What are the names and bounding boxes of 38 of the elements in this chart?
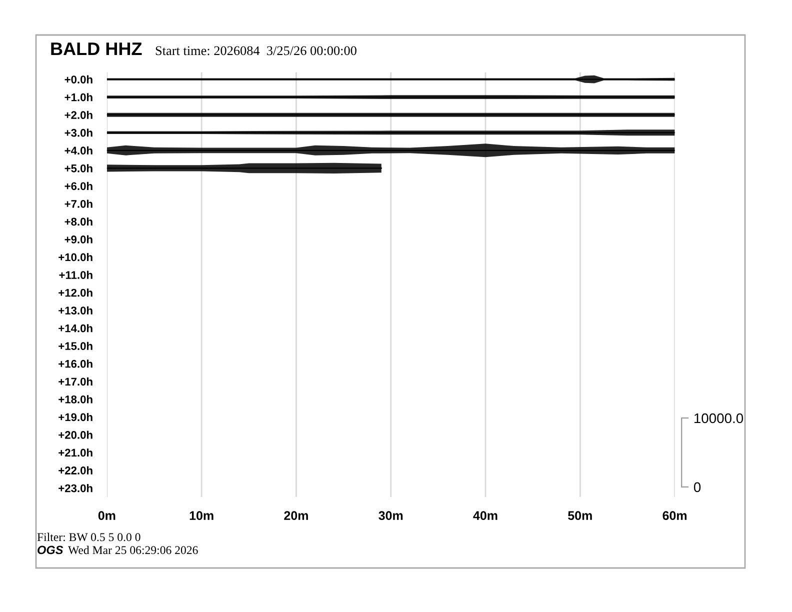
x-tick-label: 60m xyxy=(662,511,687,520)
y-tick-label: +3.0h xyxy=(64,128,92,137)
y-tick-label: +20.0h xyxy=(58,430,92,439)
y-tick-label: +10.0h xyxy=(58,253,92,262)
x-tick-label: 0m xyxy=(98,511,116,520)
y-tick-label: +17.0h xyxy=(58,377,92,386)
text: Wed Mar 25 06:29:06 2026 xyxy=(68,546,198,554)
y-tick-label: +19.0h xyxy=(58,412,92,422)
y-tick-label: +6.0h xyxy=(64,182,92,190)
y-tick-label: +7.0h xyxy=(64,200,92,208)
y-tick-label: +5.0h xyxy=(64,164,92,172)
x-tick-label: 30m xyxy=(378,511,403,520)
y-tick-label: +2.0h xyxy=(64,110,92,119)
y2-tick-label: 0 xyxy=(694,482,701,492)
chart-subtitle: Start time: 2026084 3/25/26 00:00:00 xyxy=(156,46,356,56)
chart-title: BALD HHZ xyxy=(51,42,142,55)
y-tick-label: +23.0h xyxy=(58,484,92,492)
text: OGS xyxy=(38,546,64,554)
y2-tick-label: 10000.0 xyxy=(694,413,744,424)
y-tick-label: +4.0h xyxy=(64,146,92,155)
y-tick-label: +1.0h xyxy=(64,93,92,102)
y-tick-label: +21.0h xyxy=(58,448,92,457)
y-tick-label: +14.0h xyxy=(58,324,92,332)
x-tick-label: 10m xyxy=(190,511,214,520)
y-tick-label: +18.0h xyxy=(58,395,92,404)
x-tick-label: 20m xyxy=(284,511,308,520)
x-tick-label: 40m xyxy=(473,511,498,520)
y-tick-label: +11.0h xyxy=(59,270,92,279)
text: Filter: BW 0.5 5 0.0 0 xyxy=(37,532,140,542)
y-tick-label: +22.0h xyxy=(58,466,92,474)
y-tick-label: +15.0h xyxy=(58,342,92,350)
y-tick-label: +9.0h xyxy=(64,235,92,244)
y-tick-label: +16.0h xyxy=(58,360,92,368)
y-tick-label: +8.0h xyxy=(64,217,92,226)
y-tick-label: +0.0h xyxy=(64,75,92,84)
y-tick-label: +12.0h xyxy=(58,288,92,297)
y-tick-label: +13.0h xyxy=(58,306,92,314)
x-tick-label: 50m xyxy=(568,511,592,520)
